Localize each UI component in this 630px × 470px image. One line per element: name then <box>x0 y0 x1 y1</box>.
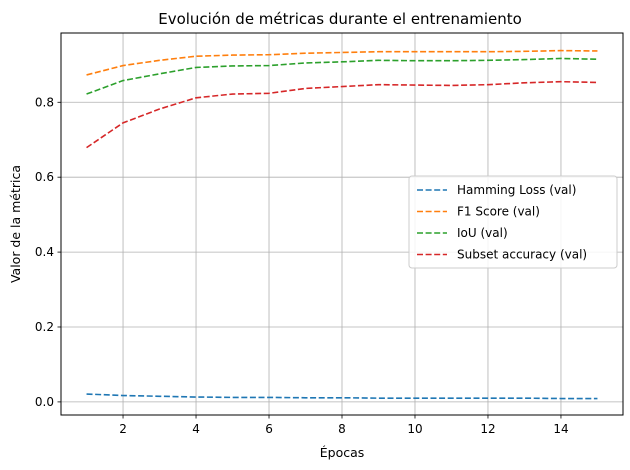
x-axis: 2 4 6 8 10 12 14 <box>119 415 569 436</box>
legend-entry: IoU (val) <box>457 226 508 240</box>
x-tick-label: 10 <box>407 422 422 436</box>
y-tick-label: 0.0 <box>35 395 54 409</box>
x-tick-label: 4 <box>192 422 200 436</box>
x-tick-label: 12 <box>480 422 495 436</box>
x-tick-label: 2 <box>119 422 127 436</box>
legend-box <box>408 175 618 269</box>
series-line-1 <box>86 49 598 76</box>
series-line-0 <box>86 393 598 400</box>
legend-entry: F1 Score (val) <box>457 205 540 219</box>
y-tick-label: 0.4 <box>35 245 54 259</box>
series-line-2 <box>86 57 598 95</box>
chart-title: Evolución de métricas durante el entrena… <box>158 10 522 28</box>
legend: Hamming Loss (val) F1 Score (val) IoU (val… <box>408 175 618 269</box>
legend-entry: Subset accuracy (val) <box>457 248 587 262</box>
y-tick-label: 0.8 <box>35 95 54 109</box>
x-tick-label: 6 <box>265 422 273 436</box>
x-tick-label: 8 <box>338 422 346 436</box>
series-layer <box>86 49 598 400</box>
legend-entry: Hamming Loss (val) <box>457 183 576 197</box>
series-line-3 <box>86 80 598 149</box>
y-tick-label: 0.2 <box>35 320 54 334</box>
y-axis-label: Valor de la métrica <box>8 165 23 283</box>
x-axis-label: Épocas <box>320 445 365 460</box>
y-axis: 0.0 0.2 0.4 0.6 0.8 <box>35 95 61 409</box>
x-tick-label: 14 <box>553 422 568 436</box>
y-tick-label: 0.6 <box>35 170 54 184</box>
